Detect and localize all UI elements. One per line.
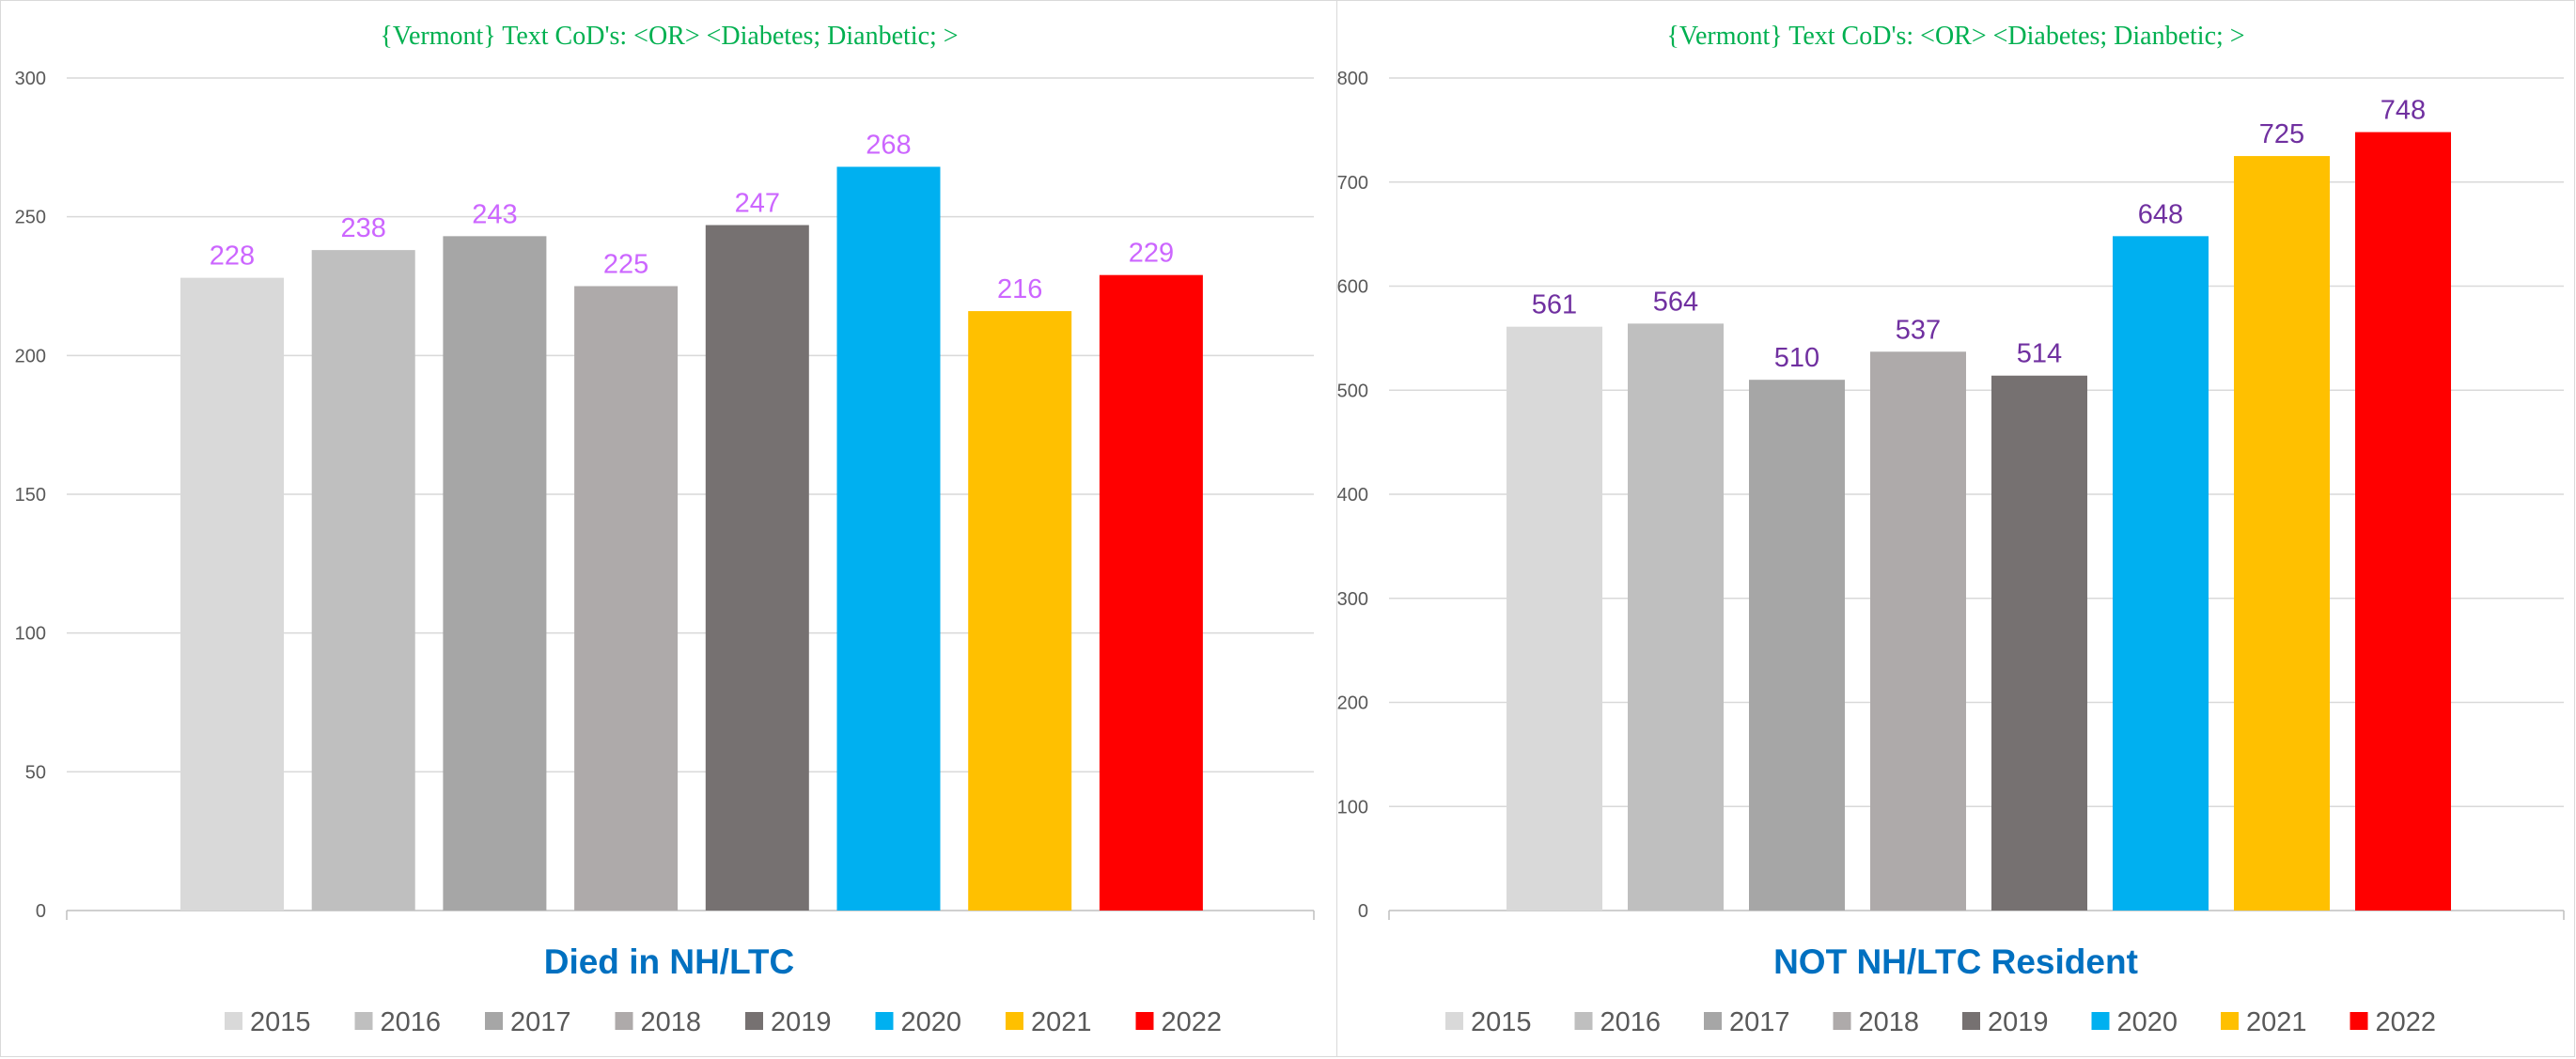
- y-tick-label: 200: [15, 346, 46, 366]
- y-tick-label: 0: [1358, 901, 1368, 922]
- data-label-2021: 725: [2259, 119, 2304, 149]
- legend-swatch-2016: [354, 1012, 373, 1030]
- legend-label-2018: 2018: [641, 1007, 702, 1037]
- y-tick-label: 100: [1337, 797, 1368, 818]
- y-tick-label: 150: [15, 485, 46, 506]
- legend-swatch-2018: [615, 1012, 633, 1030]
- data-label-2019: 247: [735, 189, 780, 219]
- legend-swatch-2018: [1833, 1012, 1851, 1030]
- legend-label-2016: 2016: [1600, 1007, 1662, 1037]
- chart-panel-nh-ltc: {Vermont} Text CoD's: <OR> <Diabetes; Di…: [0, 0, 1337, 1057]
- bar-2015: [1507, 326, 1602, 911]
- data-label-2017: 243: [472, 199, 517, 229]
- legend-swatch-2017: [1704, 1012, 1722, 1030]
- legend-label-2022: 2022: [1162, 1007, 1223, 1037]
- legend-label-2022: 2022: [2376, 1007, 2437, 1037]
- chart-title: {Vermont} Text CoD's: <OR> <Diabetes; Di…: [1666, 22, 2244, 51]
- legend-label-2016: 2016: [381, 1007, 442, 1037]
- legend-label-2021: 2021: [2246, 1007, 2307, 1037]
- legend-label-2017: 2017: [1729, 1007, 1790, 1037]
- bar-2016: [1628, 323, 1724, 911]
- data-label-2021: 216: [997, 274, 1042, 304]
- data-label-2016: 238: [341, 213, 386, 243]
- data-label-2022: 748: [2381, 96, 2426, 126]
- bar-2021: [968, 311, 1072, 911]
- data-label-2018: 225: [603, 250, 648, 280]
- chart-title: {Vermont} Text CoD's: <OR> <Diabetes; Di…: [380, 22, 958, 51]
- data-label-2020: 648: [2138, 199, 2183, 229]
- legend-swatch-2022: [1135, 1012, 1154, 1030]
- legend-label-2019: 2019: [1988, 1007, 2049, 1037]
- chart-panel-not-nh-ltc: {Vermont} Text CoD's: <OR> <Diabetes; Di…: [1336, 0, 2575, 1057]
- y-tick-label: 250: [15, 208, 46, 228]
- legend-label-2017: 2017: [510, 1007, 571, 1037]
- legend-swatch-2019: [1962, 1012, 1980, 1030]
- bar-2018: [574, 286, 679, 911]
- data-label-2016: 564: [1653, 287, 1698, 317]
- bar-2017: [1749, 380, 1845, 911]
- bar-2020: [836, 166, 941, 911]
- legend-swatch-2020: [875, 1012, 894, 1030]
- y-tick-label: 300: [1337, 589, 1368, 610]
- legend-label-2019: 2019: [771, 1007, 832, 1037]
- legend-swatch-2021: [2221, 1012, 2239, 1030]
- y-tick-label: 400: [1337, 485, 1368, 506]
- y-tick-label: 50: [25, 762, 46, 783]
- data-label-2017: 510: [1774, 343, 1819, 373]
- bar-2021: [2234, 156, 2330, 911]
- data-label-2019: 514: [2017, 339, 2062, 369]
- y-tick-label: 300: [15, 69, 46, 89]
- y-tick-label: 0: [36, 901, 46, 922]
- legend-swatch-2015: [1445, 1012, 1463, 1030]
- bar-2016: [311, 250, 415, 911]
- legend-label-2015: 2015: [1471, 1007, 1532, 1037]
- x-axis-title: Died in NH/LTC: [544, 942, 795, 981]
- data-label-2015: 561: [1532, 290, 1577, 320]
- bar-2017: [443, 236, 547, 911]
- legend-swatch-2020: [2091, 1012, 2110, 1030]
- legend-label-2020: 2020: [2117, 1007, 2178, 1037]
- bar-2022: [2355, 132, 2451, 911]
- bar-2020: [2113, 236, 2209, 911]
- bar-2022: [1099, 274, 1203, 911]
- legend-swatch-2015: [225, 1012, 242, 1030]
- bar-chart-nh-ltc: {Vermont} Text CoD's: <OR> <Diabetes; Di…: [15, 22, 1315, 1037]
- y-tick-label: 600: [1337, 277, 1368, 298]
- data-label-2015: 228: [210, 241, 255, 272]
- legend-swatch-2017: [485, 1012, 503, 1030]
- bar-2015: [180, 277, 284, 911]
- bar-chart-not-nh-ltc: {Vermont} Text CoD's: <OR> <Diabetes; Di…: [1337, 22, 2565, 1037]
- data-label-2018: 537: [1896, 315, 1941, 345]
- data-label-2020: 268: [866, 131, 911, 161]
- bar-2019: [1991, 375, 2087, 911]
- x-axis-title: NOT NH/LTC Resident: [1773, 942, 2138, 981]
- legend-label-2015: 2015: [250, 1007, 311, 1037]
- legend-label-2018: 2018: [1859, 1007, 1920, 1037]
- bar-2019: [705, 225, 809, 911]
- y-tick-label: 100: [15, 624, 46, 645]
- legend-label-2021: 2021: [1031, 1007, 1092, 1037]
- data-label-2022: 229: [1129, 239, 1174, 269]
- legend-swatch-2019: [745, 1012, 763, 1030]
- y-tick-label: 700: [1337, 173, 1368, 194]
- legend-swatch-2016: [1574, 1012, 1593, 1030]
- y-tick-label: 500: [1337, 381, 1368, 401]
- legend-label-2020: 2020: [901, 1007, 962, 1037]
- legend-swatch-2022: [2350, 1012, 2368, 1030]
- legend-swatch-2021: [1006, 1012, 1023, 1030]
- bar-2018: [1870, 351, 1966, 911]
- y-tick-label: 200: [1337, 693, 1368, 714]
- y-tick-label: 800: [1337, 69, 1368, 89]
